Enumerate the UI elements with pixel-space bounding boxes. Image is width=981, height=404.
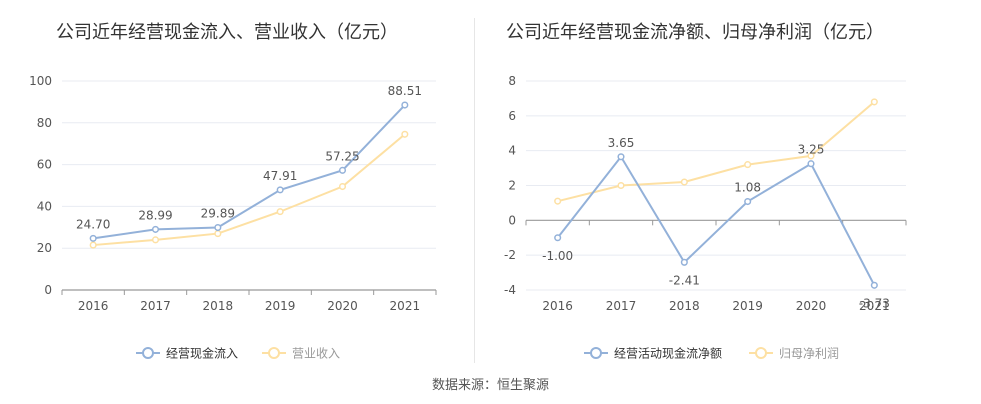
legend-marker-icon [142,347,154,359]
data-point [680,258,688,266]
data-point [744,197,752,206]
data-point [214,223,222,232]
legend: 经营活动现金流净额 归母净利润 [584,346,839,361]
legend: 经营现金流入 营业收入 [136,346,340,361]
x-tick-label: 2021 [390,299,421,313]
data-point [807,152,815,160]
data-point [89,241,97,249]
legend-label: 营业收入 [292,347,340,361]
chart-title: 公司近年经营现金流入、营业收入（亿元） [56,22,398,43]
chart-left: 公司近年经营现金流入、营业收入（亿元） 0 20 40 60 80 100 2016 2017 2… [29,22,437,361]
legend-item-secondary: 营业收入 [262,347,340,361]
data-point [89,234,97,242]
y-tick-label: -4 [504,283,516,297]
chart-right: 公司近年经营现金流净额、归母净利润（亿元） -4 -2 0 2 4 6 8 2016 2017 20… [504,22,907,361]
x-tick-label: 2017 [606,299,637,313]
data-label: -2.41 [669,273,700,287]
data-point [744,161,752,169]
x-tick-label: 2017 [140,299,171,313]
y-tick-label: 100 [29,74,52,88]
data-point [554,234,562,242]
chart-title: 公司近年经营现金流净额、归母净利润（亿元） [506,22,884,43]
x-tick-label: 2018 [669,299,700,313]
y-tick-label: 8 [508,74,516,88]
y-tick-label: 4 [508,144,516,158]
x-tick-label: 2020 [796,299,827,313]
series-line-secondary [93,133,406,247]
x-tick-label: 2020 [327,299,358,313]
data-point [151,236,160,244]
data-point [338,166,347,174]
y-tick-label: 40 [37,199,52,213]
y-tick-label: 0 [44,283,52,297]
data-point [554,197,562,205]
x-tick-label: 2019 [732,299,763,313]
data-point [338,182,347,191]
legend-item-primary: 经营现金流入 [136,346,238,361]
data-point [276,186,284,194]
legend-marker-icon [755,347,767,359]
y-tick-label: 6 [508,109,516,123]
series-line-primary [556,155,876,286]
data-point [870,98,878,106]
data-source-note: 数据来源：恒生聚源 [431,378,549,393]
legend-marker-icon [268,347,280,359]
data-point [617,153,625,161]
legend-item-primary: 经营活动现金流净额 [584,346,722,361]
x-tick-label: 2016 [542,299,573,313]
series-line-secondary [557,101,875,203]
data-point [870,281,878,289]
data-label: -3.73 [859,296,890,310]
y-tick-label: 80 [37,116,52,130]
data-label: 3.25 [798,143,825,157]
data-point [401,101,409,109]
data-label: 1.08 [734,181,761,195]
data-label: -1.00 [542,249,573,263]
series-line-primary [93,104,406,240]
y-tick-label: 2 [508,179,516,193]
legend-marker-icon [590,347,602,359]
y-tick-label: 60 [37,158,52,172]
data-point [401,130,409,138]
y-tick-label: 20 [37,241,52,255]
legend-label: 归母净利润 [779,347,839,361]
data-label: 88.51 [388,84,422,98]
data-label: 57.25 [325,149,359,163]
x-tick-label: 2021 [859,299,890,313]
data-label: 3.65 [608,136,635,150]
x-tick-label: 2018 [203,299,234,313]
y-tick-label: 0 [508,213,516,227]
data-point [151,225,160,233]
data-label: 29.89 [201,207,235,221]
data-point [680,178,688,186]
data-label: 28.99 [138,208,172,222]
x-tick-label: 2016 [78,299,109,313]
data-point [214,230,222,238]
data-point [807,160,815,168]
y-tick-label: -2 [504,248,516,262]
data-label: 47.91 [263,169,297,183]
data-point [276,208,284,216]
legend-label: 经营活动现金流净额 [614,346,722,361]
data-point [617,181,625,190]
legend-item-secondary: 归母净利润 [749,347,839,361]
x-tick-label: 2019 [265,299,296,313]
panel-divider [474,18,475,363]
data-label: 24.70 [76,217,110,231]
legend-label: 经营现金流入 [166,346,238,361]
